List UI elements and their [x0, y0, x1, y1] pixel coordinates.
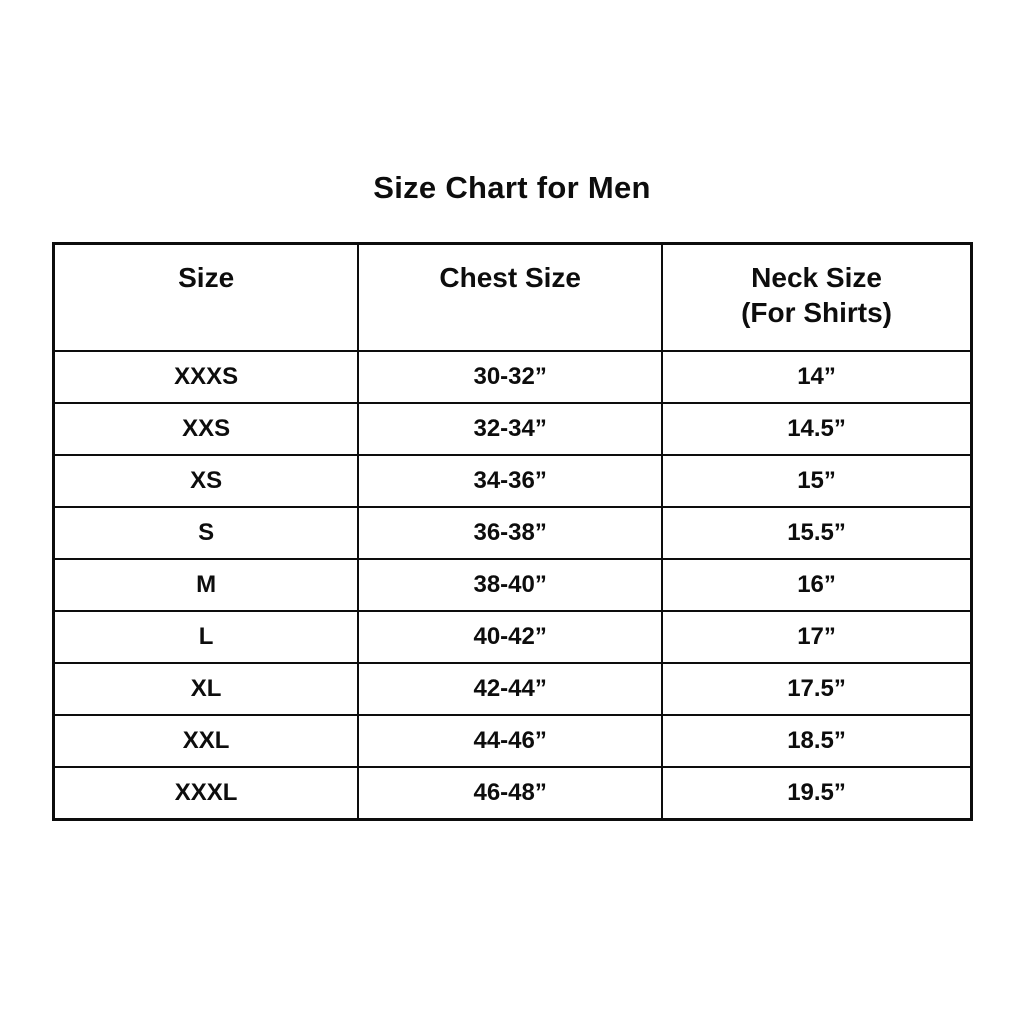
size-cell: L — [52, 610, 360, 664]
size-cell: XXL — [52, 714, 360, 768]
column-header-neck-size-subtitle: (For Shirts) — [741, 297, 892, 328]
table-row: XXS 32-34” 14.5” — [52, 402, 973, 456]
neck-size-cell: 15” — [661, 454, 973, 508]
neck-size-cell: 14.5” — [661, 402, 973, 456]
chest-size-cell: 44-46” — [357, 714, 664, 768]
chest-size-cell: 32-34” — [357, 402, 664, 456]
chest-size-cell: 38-40” — [357, 558, 664, 612]
size-cell: XXS — [52, 402, 360, 456]
size-cell: XL — [52, 662, 360, 716]
size-cell: XXXS — [52, 350, 360, 404]
page-title: Size Chart for Men — [373, 170, 651, 205]
table-row: M 38-40” 16” — [52, 558, 973, 612]
table-row: XXL 44-46” 18.5” — [52, 714, 973, 768]
column-header-neck-size: Neck Size (For Shirts) — [661, 242, 973, 352]
chest-size-cell: 34-36” — [357, 454, 664, 508]
table-row: XS 34-36” 15” — [52, 454, 973, 508]
chest-size-cell: 42-44” — [357, 662, 664, 716]
size-cell: S — [52, 506, 360, 560]
table-row: L 40-42” 17” — [52, 610, 973, 664]
neck-size-cell: 18.5” — [661, 714, 973, 768]
table-row: S 36-38” 15.5” — [52, 506, 973, 560]
size-table-body: XXXS 30-32” 14” XXS 32-34” 14.5” XS 34-36” 15” S 3… — [52, 350, 973, 821]
neck-size-cell: 15.5” — [661, 506, 973, 560]
chest-size-cell: 46-48” — [357, 766, 664, 821]
table-row: XXXL 46-48” 19.5” — [52, 766, 973, 821]
chest-size-cell: 30-32” — [357, 350, 664, 404]
table-row: XXXS 30-32” 14” — [52, 350, 973, 404]
neck-size-cell: 16” — [661, 558, 973, 612]
table-header: Size Chest Size Neck Size (For Shirts) — [52, 242, 973, 352]
header-row: Size Chest Size Neck Size (For Shirts) — [52, 242, 973, 352]
neck-size-cell: 17” — [661, 610, 973, 664]
size-cell: XS — [52, 454, 360, 508]
table-row: XL 42-44” 17.5” — [52, 662, 973, 716]
chest-size-cell: 36-38” — [357, 506, 664, 560]
column-header-size: Size — [52, 242, 360, 352]
neck-size-cell: 14” — [661, 350, 973, 404]
column-header-neck-size-label: Neck Size — [751, 262, 882, 293]
size-chart-table: Size Chest Size Neck Size (For Shirts) X… — [52, 242, 973, 821]
neck-size-cell: 17.5” — [661, 662, 973, 716]
size-cell: M — [52, 558, 360, 612]
size-cell: XXXL — [52, 766, 360, 821]
column-header-chest-size-label: Chest Size — [439, 262, 581, 293]
chest-size-cell: 40-42” — [357, 610, 664, 664]
neck-size-cell: 19.5” — [661, 766, 973, 821]
column-header-size-label: Size — [178, 262, 235, 293]
column-header-chest-size: Chest Size — [357, 242, 664, 352]
